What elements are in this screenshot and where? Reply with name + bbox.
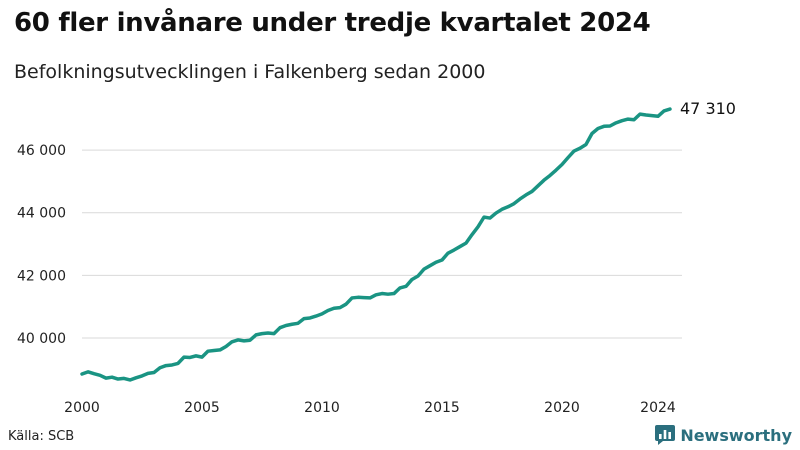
- population-line: [80, 107, 672, 382]
- y-tick-labels: 40 000 42 000 44 000 46 000: [17, 143, 66, 347]
- source-note: Källa: SCB: [8, 429, 75, 444]
- end-value-label: 47 310: [680, 99, 736, 118]
- grid-lines: [82, 149, 682, 339]
- y-tick-label: 40 000: [17, 331, 66, 347]
- x-tick-label: 2010: [304, 400, 340, 416]
- x-tick-label: 2024: [640, 400, 676, 416]
- bar-chart-logo-icon: [655, 425, 676, 445]
- x-tick-label: 2000: [64, 400, 100, 416]
- x-tick-label: 2020: [544, 400, 580, 416]
- chart-title: 60 fler invånare under tredje kvartalet …: [14, 8, 651, 38]
- x-tick-labels: 2000 2005 2010 2015 2020 2024: [64, 400, 676, 416]
- brand-name: Newsworthy: [680, 425, 792, 445]
- x-tick-label: 2005: [184, 400, 220, 416]
- y-tick-label: 42 000: [17, 268, 66, 284]
- x-tick-label: 2015: [424, 400, 460, 416]
- chart-subtitle: Befolkningsutvecklingen i Falkenberg sed…: [14, 61, 486, 83]
- y-tick-label: 44 000: [17, 206, 66, 222]
- brand-logo: Newsworthy: [655, 425, 792, 445]
- y-tick-label: 46 000: [17, 143, 66, 159]
